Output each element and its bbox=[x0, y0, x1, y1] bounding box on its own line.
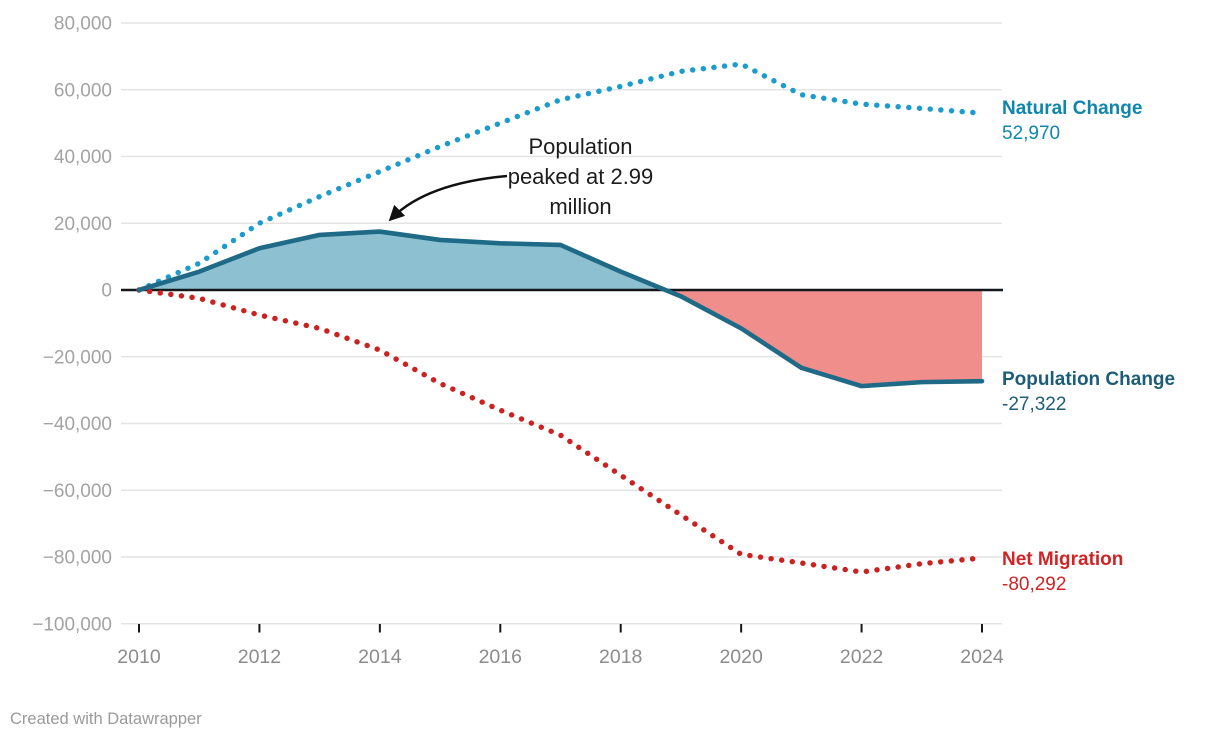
series-name: Natural Change bbox=[1002, 98, 1143, 119]
series-label-population: Population Change -27,322 bbox=[1002, 367, 1217, 417]
x-tick-label: 2022 bbox=[840, 646, 883, 668]
natural-change-line bbox=[136, 61, 985, 293]
population-change-line bbox=[136, 229, 985, 389]
y-tick-label: 0 bbox=[101, 281, 112, 302]
series-value: -80,292 bbox=[1002, 574, 1067, 595]
x-tick-label: 2024 bbox=[960, 646, 1004, 668]
series-name: Net Migration bbox=[1002, 549, 1124, 570]
y-tick-label: 80,000 bbox=[54, 14, 112, 35]
y-tick-label: −100,000 bbox=[32, 614, 112, 635]
net-migration-line bbox=[136, 287, 985, 575]
y-tick-label: −20,000 bbox=[43, 347, 112, 368]
y-tick-label: 60,000 bbox=[54, 80, 112, 101]
y-axis: 80,000 60,000 40,000 20,000 0 −20,000 −40,000 −… bbox=[32, 14, 1002, 635]
y-tick-label: 20,000 bbox=[54, 214, 112, 235]
x-tick-label: 2010 bbox=[117, 646, 161, 668]
series-value: -27,322 bbox=[1002, 394, 1067, 415]
x-axis: 2010 2012 2014 2016 2018 2020 2022 2024 bbox=[117, 624, 1004, 668]
datawrapper-credit: Created with Datawrapper bbox=[10, 710, 202, 728]
x-tick-label: 2014 bbox=[358, 646, 402, 668]
area-negative bbox=[665, 290, 983, 387]
x-tick-label: 2020 bbox=[719, 646, 763, 668]
annotation-line: peaked at 2.99 bbox=[507, 164, 654, 189]
series-value: 52,970 bbox=[1002, 123, 1061, 144]
y-tick-label: 40,000 bbox=[54, 147, 112, 168]
x-tick-label: 2018 bbox=[599, 646, 642, 668]
y-tick-label: −60,000 bbox=[43, 481, 112, 502]
annotation-line: million bbox=[549, 194, 612, 219]
area-positive bbox=[139, 231, 666, 290]
x-tick-label: 2012 bbox=[238, 646, 281, 668]
x-tick-label: 2016 bbox=[479, 646, 522, 668]
series-label-natural: Natural Change 52,970 bbox=[1002, 96, 1217, 146]
series-name: Population Change bbox=[1002, 369, 1176, 390]
annotation-line: Population bbox=[528, 134, 633, 159]
series-label-migration: Net Migration -80,292 bbox=[1002, 547, 1217, 597]
annotation-arrow-icon bbox=[388, 174, 508, 222]
annotation-population-peak: Population peaked at 2.99 million bbox=[448, 132, 713, 222]
y-tick-label: −40,000 bbox=[43, 414, 112, 435]
population-change-area bbox=[139, 231, 983, 387]
y-tick-label: −80,000 bbox=[43, 548, 112, 569]
